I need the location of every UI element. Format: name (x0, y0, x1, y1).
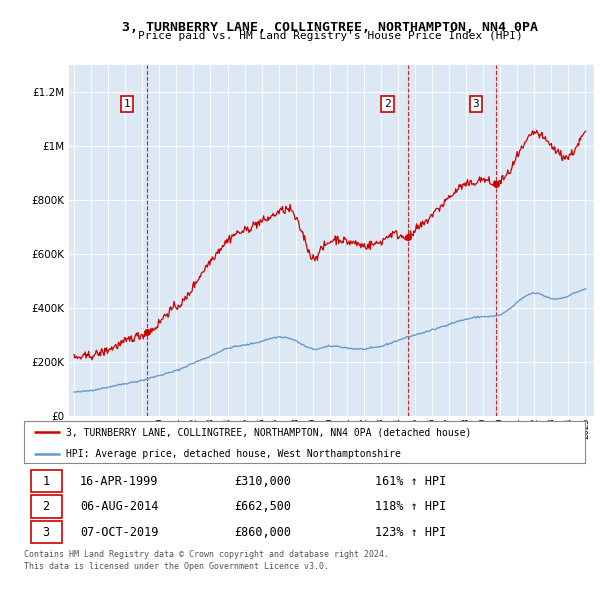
Text: 07-OCT-2019: 07-OCT-2019 (80, 526, 158, 539)
Text: 3, TURNBERRY LANE, COLLINGTREE, NORTHAMPTON, NN4 0PA: 3, TURNBERRY LANE, COLLINGTREE, NORTHAMP… (122, 21, 538, 34)
Text: This data is licensed under the Open Government Licence v3.0.: This data is licensed under the Open Gov… (24, 562, 329, 571)
Text: Price paid vs. HM Land Registry's House Price Index (HPI): Price paid vs. HM Land Registry's House … (137, 31, 523, 41)
Text: 1: 1 (43, 475, 49, 488)
Text: 3: 3 (472, 99, 479, 109)
Text: 118% ↑ HPI: 118% ↑ HPI (374, 500, 446, 513)
Text: 2: 2 (384, 99, 391, 109)
FancyBboxPatch shape (31, 495, 62, 517)
FancyBboxPatch shape (31, 520, 62, 543)
Text: 2: 2 (43, 500, 49, 513)
Text: 16-APR-1999: 16-APR-1999 (80, 475, 158, 488)
Text: 123% ↑ HPI: 123% ↑ HPI (374, 526, 446, 539)
Text: £310,000: £310,000 (235, 475, 292, 488)
Text: 3: 3 (43, 526, 49, 539)
Text: £662,500: £662,500 (235, 500, 292, 513)
Text: 3, TURNBERRY LANE, COLLINGTREE, NORTHAMPTON, NN4 0PA (detached house): 3, TURNBERRY LANE, COLLINGTREE, NORTHAMP… (66, 427, 472, 437)
Text: 161% ↑ HPI: 161% ↑ HPI (374, 475, 446, 488)
FancyBboxPatch shape (31, 470, 62, 493)
Text: 1: 1 (124, 99, 130, 109)
Text: HPI: Average price, detached house, West Northamptonshire: HPI: Average price, detached house, West… (66, 449, 401, 459)
Text: £860,000: £860,000 (235, 526, 292, 539)
Text: 06-AUG-2014: 06-AUG-2014 (80, 500, 158, 513)
Text: Contains HM Land Registry data © Crown copyright and database right 2024.: Contains HM Land Registry data © Crown c… (24, 550, 389, 559)
